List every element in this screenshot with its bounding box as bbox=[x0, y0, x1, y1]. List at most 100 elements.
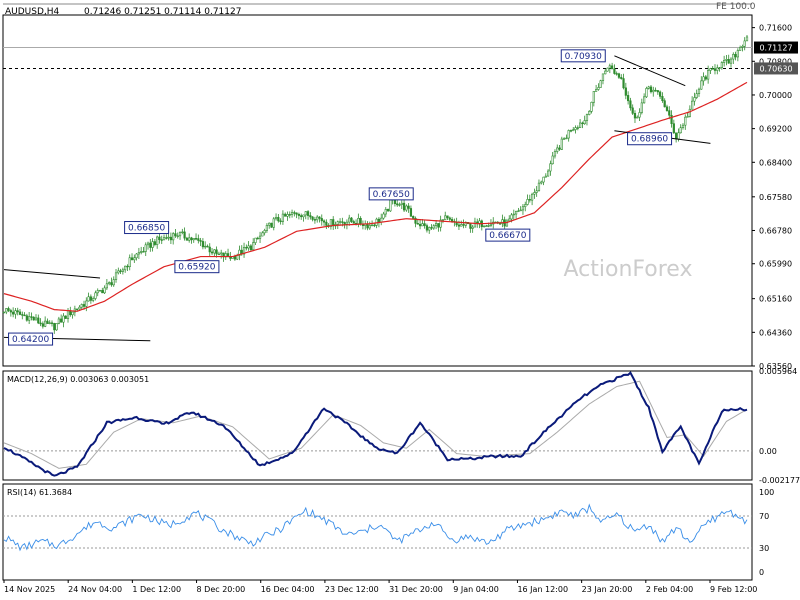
candle bbox=[581, 121, 584, 129]
candle-body bbox=[274, 217, 278, 220]
candle bbox=[290, 209, 294, 218]
candle bbox=[617, 72, 621, 79]
candle-body bbox=[606, 67, 609, 72]
candle bbox=[423, 220, 426, 229]
candle-body bbox=[528, 199, 531, 201]
candle-body bbox=[510, 214, 513, 220]
rsi-tick-label: 70 bbox=[759, 512, 769, 521]
price-tick-label: 0.63560 bbox=[759, 362, 792, 371]
candle-body bbox=[572, 129, 575, 132]
candle bbox=[119, 268, 122, 275]
candle-body bbox=[140, 251, 143, 253]
candle-body bbox=[329, 219, 333, 227]
candle-body bbox=[183, 231, 186, 239]
candle-body bbox=[146, 242, 150, 246]
candle-body bbox=[688, 108, 691, 117]
candle-body bbox=[21, 314, 24, 316]
rsi-panel[interactable]: RSI(14) 61.3684 bbox=[3, 488, 752, 552]
header-ohlc: 0.71246 0.71251 0.71114 0.71127 bbox=[84, 7, 241, 17]
candle bbox=[533, 188, 536, 199]
level-price-tag-box bbox=[754, 62, 798, 75]
candle-body bbox=[322, 220, 326, 223]
candle-body bbox=[18, 311, 22, 315]
candle bbox=[574, 125, 577, 134]
candle-body bbox=[94, 292, 97, 299]
price-tick-label: 0.67580 bbox=[759, 193, 792, 202]
candle-body bbox=[574, 127, 577, 130]
candle bbox=[165, 234, 168, 240]
candle bbox=[729, 57, 733, 68]
candle bbox=[14, 307, 17, 319]
candle-body bbox=[268, 222, 271, 226]
candle bbox=[713, 64, 717, 75]
candle bbox=[402, 198, 406, 213]
candle-body bbox=[407, 205, 410, 209]
candle bbox=[114, 269, 118, 283]
candle-body bbox=[119, 270, 122, 272]
candle bbox=[190, 236, 193, 244]
candle bbox=[126, 264, 129, 272]
candle bbox=[567, 129, 570, 142]
candle bbox=[110, 277, 113, 287]
candle bbox=[583, 115, 586, 125]
candle bbox=[517, 207, 520, 213]
candle bbox=[368, 221, 371, 230]
candle bbox=[96, 288, 99, 297]
candle-body bbox=[265, 224, 269, 231]
candle bbox=[741, 44, 744, 52]
candle-body bbox=[252, 242, 255, 251]
candle bbox=[215, 246, 218, 258]
candle bbox=[329, 219, 333, 230]
macd-tick-label: 0.00 bbox=[759, 447, 777, 456]
candle-body bbox=[112, 279, 115, 286]
candle bbox=[320, 214, 323, 226]
candle bbox=[521, 203, 525, 215]
candle-body bbox=[711, 68, 714, 70]
candle-body bbox=[725, 59, 728, 61]
candle bbox=[734, 51, 737, 61]
candle bbox=[151, 238, 154, 252]
candle-body bbox=[544, 175, 547, 178]
candle bbox=[608, 63, 611, 74]
candle-body bbox=[254, 237, 257, 243]
candle bbox=[665, 104, 669, 112]
price-panel[interactable]: 0.64200 0.66850 0.65920 0.67650 0.66670 0.709… bbox=[2, 35, 752, 346]
candle bbox=[98, 289, 102, 292]
candle bbox=[645, 86, 648, 98]
annotation-box bbox=[560, 49, 606, 63]
candle-body bbox=[693, 97, 696, 102]
candle-body bbox=[560, 138, 563, 150]
candle-body bbox=[165, 237, 168, 239]
candle-body bbox=[124, 265, 127, 271]
candle bbox=[444, 211, 447, 220]
candle bbox=[595, 84, 598, 92]
candle bbox=[508, 215, 511, 222]
candle bbox=[80, 303, 83, 310]
candle-body bbox=[627, 95, 630, 102]
indicator-tag: FE 100.0 bbox=[716, 2, 756, 12]
candle-body bbox=[368, 224, 371, 229]
candle bbox=[265, 223, 269, 233]
annotation-box bbox=[627, 132, 673, 146]
candle-body bbox=[194, 238, 198, 240]
candle bbox=[261, 231, 264, 237]
candle bbox=[300, 213, 303, 220]
candle-body bbox=[114, 272, 118, 280]
annotation-box bbox=[124, 221, 170, 235]
candle bbox=[739, 45, 742, 51]
candle bbox=[540, 180, 543, 185]
macd-line bbox=[3, 371, 748, 477]
annotation-box bbox=[368, 187, 414, 201]
macd-panel[interactable]: MACD(12,26,9) 0.003063 0.003051 bbox=[3, 371, 752, 477]
swing-annotation: 0.64200 bbox=[8, 332, 54, 346]
candle-body bbox=[208, 246, 211, 253]
candle-body bbox=[679, 127, 682, 134]
candle bbox=[601, 73, 605, 85]
candle bbox=[206, 244, 209, 248]
candle bbox=[87, 292, 90, 302]
candle-body bbox=[743, 40, 746, 47]
candle bbox=[434, 219, 438, 230]
candle bbox=[245, 244, 248, 251]
candle-body bbox=[174, 233, 177, 237]
